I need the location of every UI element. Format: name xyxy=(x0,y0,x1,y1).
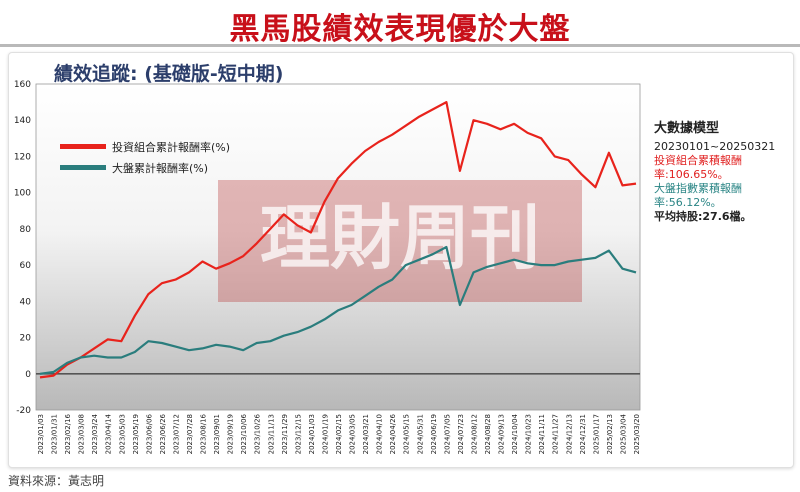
portfolio-return-text: 投資組合累積報酬率:106.65%。 xyxy=(654,154,742,181)
y-tick-label: 0 xyxy=(25,370,31,380)
x-tick-label: 2023/06/06 xyxy=(145,413,153,454)
x-tick-label: 2023/05/03 xyxy=(118,414,126,454)
x-tick-label: 2023/07/12 xyxy=(172,414,180,454)
chart-subtitle: 績效追蹤: (基礎版-短中期) xyxy=(54,63,284,85)
x-tick-label: 2023/06/26 xyxy=(159,413,167,454)
x-tick-label: 2023/07/28 xyxy=(186,414,194,454)
x-tick-label: 2024/05/31 xyxy=(416,414,424,454)
x-tick-label: 2023/12/15 xyxy=(294,414,302,454)
legend: 投資組合累計報酬率(%) 大盤累計報酬率(%) xyxy=(60,140,230,175)
holdings-text: 平均持股:27.6檔。 xyxy=(654,210,752,223)
market-series-line xyxy=(39,245,637,375)
x-tick-label: 2023/05/19 xyxy=(132,414,140,454)
watermark: 理財周刊 xyxy=(218,180,582,302)
x-tick-label: 2024/10/04 xyxy=(511,413,519,454)
x-tick-label: 2024/03/05 xyxy=(349,414,357,454)
x-tick-label: 2023/02/16 xyxy=(64,413,72,454)
x-tick-label: 2023/01/31 xyxy=(51,414,59,454)
x-tick-label: 2024/11/11 xyxy=(538,414,546,454)
y-tick-label: 40 xyxy=(20,297,32,307)
x-tick-label: 2024/08/12 xyxy=(470,414,478,454)
headline: 黑馬股績效表現優於大盤 xyxy=(229,12,571,47)
x-tick-label: 2024/12/13 xyxy=(565,414,573,454)
x-tick-label: 2023/08/16 xyxy=(200,413,208,454)
x-tick-label: 2023/10/26 xyxy=(254,413,262,454)
x-tick-label: 2023/09/19 xyxy=(227,414,235,454)
x-tick-label: 2024/10/23 xyxy=(525,414,533,454)
x-tick-label: 2024/01/19 xyxy=(321,414,329,454)
x-tick-label: 2024/02/15 xyxy=(335,414,343,454)
source-note: 資料來源：黃志明 xyxy=(8,474,105,488)
model-period: 20230101~20250321 xyxy=(654,140,776,153)
y-tick-label: 120 xyxy=(14,152,31,162)
x-tick-label: 2024/04/26 xyxy=(389,413,397,454)
y-tick-label: 140 xyxy=(14,116,31,126)
x-tick-label: 2024/03/21 xyxy=(362,414,370,454)
x-tick-label: 2023/11/29 xyxy=(281,414,289,454)
x-tick-label: 2024/05/15 xyxy=(403,414,411,454)
y-tick-label: 20 xyxy=(20,334,32,344)
x-tick-label: 2023/01/03 xyxy=(37,414,45,454)
x-tick-label: 2024/11/27 xyxy=(552,414,560,454)
x-tick-label: 2024/12/31 xyxy=(579,414,587,454)
legend-swatch-market xyxy=(60,165,106,170)
x-tick-label: 2023/11/13 xyxy=(267,414,275,454)
x-tick-label: 2024/08/28 xyxy=(484,414,492,454)
x-tick-label: 2023/10/06 xyxy=(240,413,248,454)
x-tick-label: 2024/04/10 xyxy=(376,414,384,454)
x-tick-label: 2023/03/24 xyxy=(91,413,99,454)
y-tick-label: 80 xyxy=(20,225,32,235)
x-tick-label: 2025/02/13 xyxy=(606,414,614,454)
title-divider xyxy=(0,44,800,47)
model-title: 大數據模型 xyxy=(654,121,720,136)
legend-label-market: 大盤累計報酬率(%) xyxy=(112,161,208,175)
x-tick-label: 2024/06/19 xyxy=(430,414,438,454)
y-tick-label: -20 xyxy=(16,406,31,416)
portfolio-series-line xyxy=(39,100,637,379)
x-tick-label: 2024/01/03 xyxy=(308,414,316,454)
x-tick-label: 2025/03/20 xyxy=(633,414,641,454)
y-tick-label: 160 xyxy=(14,80,31,90)
x-tick-label: 2023/09/01 xyxy=(213,414,221,454)
y-tick-label: 60 xyxy=(20,261,32,271)
market-return-text: 大盤指數累積報酬率:56.12%。 xyxy=(654,182,742,209)
legend-swatch-portfolio xyxy=(60,144,106,149)
x-tick-label: 2023/04/14 xyxy=(105,413,113,454)
x-tick-label: 2025/01/17 xyxy=(592,414,600,454)
watermark-text: 理財周刊 xyxy=(260,196,540,279)
x-tick-label: 2024/07/23 xyxy=(457,414,465,454)
x-tick-label: 2023/03/08 xyxy=(78,414,86,454)
x-tick-label: 2024/09/13 xyxy=(498,414,506,454)
model-info-box: 大數據模型 20230101~20250321 投資組合累積報酬率:106.65… xyxy=(654,122,794,224)
x-tick-label: 2025/03/04 xyxy=(619,413,627,454)
x-tick-label: 2024/07/05 xyxy=(443,414,451,454)
legend-label-portfolio: 投資組合累計報酬率(%) xyxy=(112,140,230,154)
y-tick-label: 100 xyxy=(14,189,31,199)
